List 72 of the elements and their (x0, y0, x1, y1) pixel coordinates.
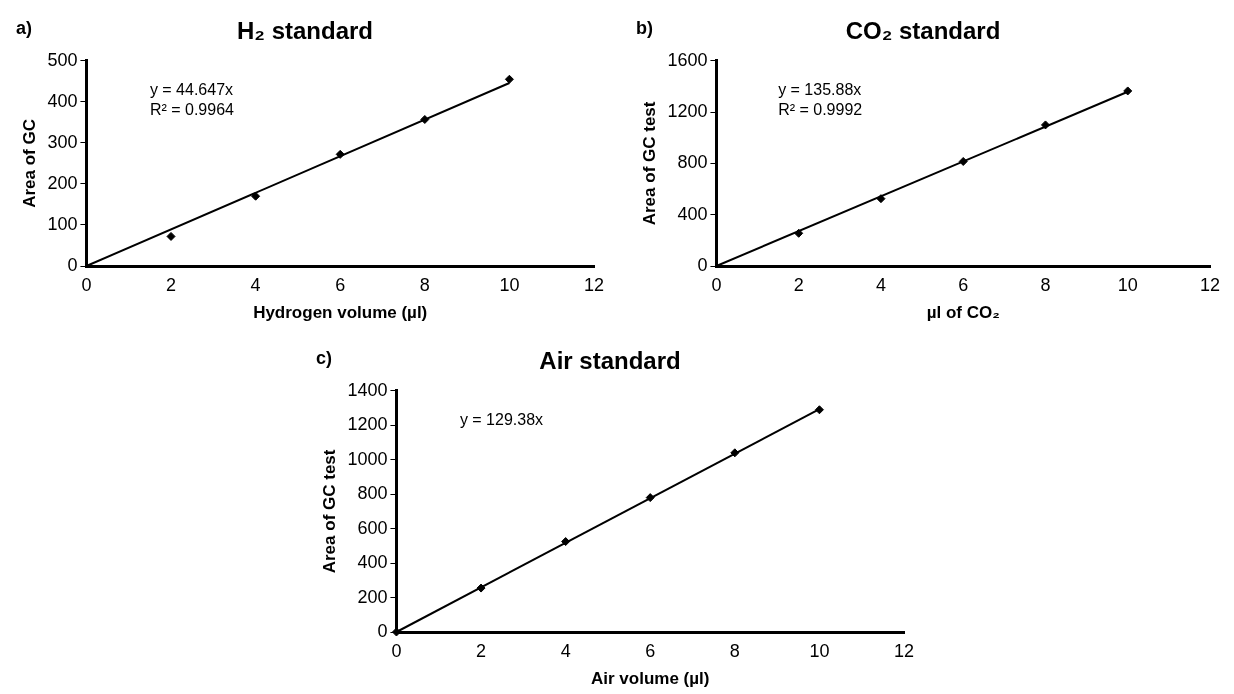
y-tick-label: 800 (357, 483, 388, 504)
y-axis-title: Area of GC test (319, 449, 339, 574)
annotation: y = 135.88x (778, 81, 862, 99)
x-tick-label: 2 (166, 274, 177, 295)
y-tick-label: 0 (377, 620, 388, 641)
y-tick-label: 1200 (347, 414, 388, 435)
point (476, 583, 486, 593)
point (420, 114, 430, 124)
text: b) (636, 17, 653, 38)
x-tick-label: 6 (645, 640, 656, 661)
x-tick-label: 10 (499, 274, 520, 295)
point (958, 156, 968, 166)
point (876, 194, 886, 204)
annotation: R² = 0.9992 (778, 101, 863, 119)
x-tick-label: 8 (419, 274, 430, 295)
y-tick-label: 1000 (347, 448, 388, 469)
x-tick-label: 10 (1117, 274, 1138, 295)
x-tick-label: 0 (81, 274, 92, 295)
x-tick-label: 6 (335, 274, 346, 295)
y-tick-label: 800 (677, 152, 708, 173)
point (561, 537, 571, 547)
x-tick-label: 2 (476, 640, 487, 661)
chart-title: Air standard (539, 347, 681, 375)
chart-title: CO₂ standard (845, 17, 1001, 45)
point (1123, 86, 1133, 96)
x-tick-label: 6 (958, 274, 969, 295)
point (794, 228, 804, 238)
point (504, 74, 514, 84)
x-tick-label: 8 (1040, 274, 1051, 295)
x-tick-label: 4 (875, 274, 886, 295)
y-tick-label: 200 (47, 172, 78, 193)
point (166, 231, 176, 241)
annotation: R² = 0.9964 (149, 101, 235, 119)
point (814, 405, 824, 415)
point (730, 448, 740, 458)
y-tick-label: 400 (677, 203, 708, 224)
point (335, 149, 345, 159)
y-axis-title: Area of GC (19, 119, 39, 208)
text: a) (16, 17, 33, 38)
x-tick-label: 2 (793, 274, 804, 295)
x-tick-label: 12 (583, 274, 605, 295)
y-tick-label: 100 (47, 213, 78, 234)
y-tick-label: 400 (357, 552, 388, 573)
y-tick-label: 1400 (347, 379, 388, 400)
x-tick-label: 0 (391, 640, 402, 661)
y-tick-label: 600 (357, 517, 388, 538)
x-tick-label: 8 (729, 640, 740, 661)
y-tick-label: 1600 (667, 49, 708, 70)
y-tick-label: 300 (47, 131, 78, 152)
annotation: y = 44.647x (149, 81, 234, 99)
y-tick-label: 1200 (667, 101, 708, 122)
point (251, 191, 261, 201)
y-axis-title: Area of GC test (639, 101, 659, 226)
point (1040, 120, 1050, 130)
y-tick-label: 0 (67, 254, 78, 275)
point (645, 493, 655, 503)
x-axis-title: Hydrogen volume (µl) (253, 303, 428, 323)
x-tick-label: 4 (250, 274, 261, 295)
x-tick-label: 10 (809, 640, 830, 661)
y-tick-label: 500 (47, 49, 78, 70)
y-tick-label: 0 (697, 254, 708, 275)
x-tick-label: 12 (1199, 274, 1221, 295)
x-tick-label: 4 (560, 640, 571, 661)
y-tick-label: 400 (47, 90, 78, 111)
x-tick-label: 0 (711, 274, 722, 295)
x-axis-title: µl of CO₂ (926, 303, 1000, 323)
x-axis-title: Air volume (µl) (591, 669, 710, 689)
annotation: y = 129.38x (459, 411, 544, 429)
x-tick-label: 12 (893, 640, 915, 661)
text: c) (316, 347, 333, 368)
chart-title: H₂ standard (236, 17, 374, 45)
y-tick-label: 200 (357, 586, 388, 607)
